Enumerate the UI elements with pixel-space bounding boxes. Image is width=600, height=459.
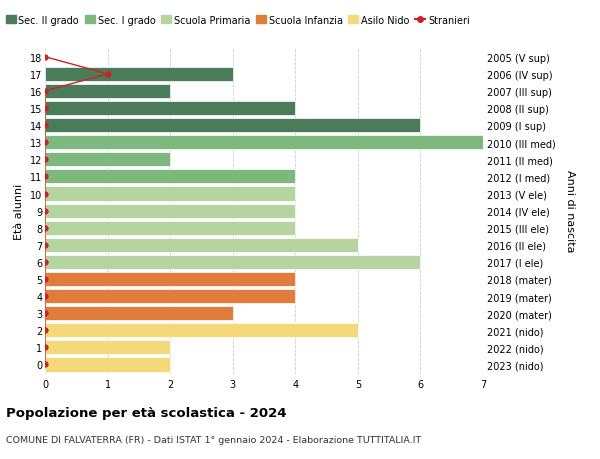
Bar bbox=[45, 136, 483, 150]
Text: Popolazione per età scolastica - 2024: Popolazione per età scolastica - 2024 bbox=[6, 406, 287, 419]
Bar bbox=[45, 119, 421, 133]
Y-axis label: Anni di nascita: Anni di nascita bbox=[565, 170, 575, 252]
Legend: Sec. II grado, Sec. I grado, Scuola Primaria, Scuola Infanzia, Asilo Nido, Stran: Sec. II grado, Sec. I grado, Scuola Prim… bbox=[6, 16, 470, 26]
Bar bbox=[45, 255, 421, 269]
Bar bbox=[45, 272, 295, 286]
Text: COMUNE DI FALVATERRA (FR) - Dati ISTAT 1° gennaio 2024 - Elaborazione TUTTITALIA: COMUNE DI FALVATERRA (FR) - Dati ISTAT 1… bbox=[6, 435, 421, 444]
Bar bbox=[45, 238, 358, 252]
Bar bbox=[45, 170, 295, 184]
Bar bbox=[45, 290, 295, 303]
Bar bbox=[45, 67, 233, 82]
Bar bbox=[45, 187, 295, 201]
Bar bbox=[45, 307, 233, 320]
Bar bbox=[45, 221, 295, 235]
Bar bbox=[45, 153, 170, 167]
Bar bbox=[45, 324, 358, 337]
Y-axis label: Età alunni: Età alunni bbox=[14, 183, 24, 239]
Bar bbox=[45, 102, 295, 116]
Bar bbox=[45, 204, 295, 218]
Bar bbox=[45, 85, 170, 99]
Bar bbox=[45, 341, 170, 355]
Bar bbox=[45, 358, 170, 372]
